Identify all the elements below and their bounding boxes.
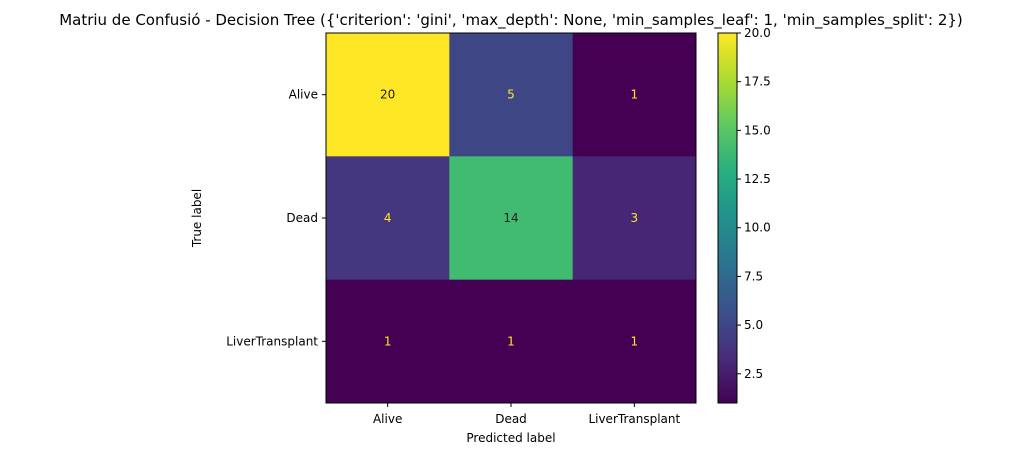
heatmap-cell <box>449 156 574 281</box>
cell-value-label: 20 <box>380 88 395 102</box>
x-axis-label: Predicted label <box>466 431 555 445</box>
y-tick-label: Dead <box>286 211 318 225</box>
heatmap-cell <box>326 156 450 281</box>
colorbar-ticks: 2.5 5.0 7.5 10.0 12.5 15.0 17.5 20.0 <box>737 26 771 381</box>
cell-value-label: 1 <box>384 334 392 348</box>
colorbar-tick-label: 5.0 <box>744 318 763 332</box>
heatmap-cell <box>572 156 697 281</box>
cell-value-label: 14 <box>503 211 518 225</box>
cell-value-label: 3 <box>631 211 639 225</box>
cell-value-label: 5 <box>507 88 515 102</box>
x-tick-label: LiverTransplant <box>588 412 680 426</box>
y-tick-label: Alive <box>289 88 318 102</box>
cell-value-label: 1 <box>631 88 639 102</box>
heatmap-cell <box>572 279 697 404</box>
x-axis-ticks: Alive Dead LiverTransplant <box>373 403 681 426</box>
colorbar-tick-label: 12.5 <box>744 172 771 186</box>
colorbar-tick-label: 20.0 <box>744 26 771 40</box>
x-tick-label: Alive <box>373 412 402 426</box>
heatmap-cell <box>326 279 450 404</box>
chart-title: Matriu de Confusió - Decision Tree ({'cr… <box>59 11 963 30</box>
heatmap-cells: 20 5 14 14 31 1 1 <box>326 33 697 404</box>
colorbar-tick-label: 17.5 <box>744 75 771 89</box>
cell-value-label: 4 <box>384 211 392 225</box>
y-axis-ticks: Alive Dead LiverTransplant <box>226 88 326 348</box>
heatmap-cell <box>326 33 450 157</box>
colorbar <box>717 32 738 404</box>
y-tick-label: LiverTransplant <box>226 334 318 348</box>
colorbar-tick-label: 7.5 <box>744 269 763 283</box>
y-axis-label: True label <box>190 189 204 248</box>
cell-value-label: 1 <box>631 334 639 348</box>
colorbar-tick-label: 10.0 <box>744 221 771 235</box>
cell-value-label: 1 <box>507 334 515 348</box>
heatmap-cell <box>449 33 574 157</box>
x-tick-label: Dead <box>495 412 527 426</box>
colorbar-tick-label: 2.5 <box>744 367 763 381</box>
heatmap-cell <box>449 279 574 404</box>
heatmap-cell <box>572 33 697 157</box>
colorbar-tick-label: 15.0 <box>744 123 771 137</box>
